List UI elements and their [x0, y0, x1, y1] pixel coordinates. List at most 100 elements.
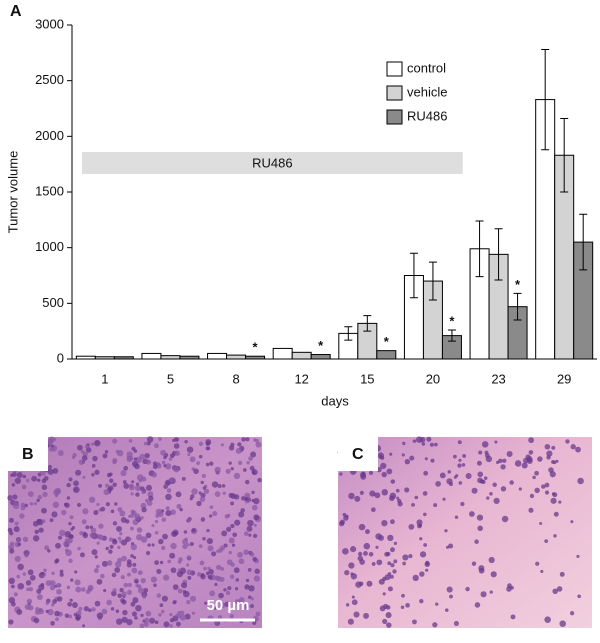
nucleus — [223, 588, 227, 592]
nucleus — [465, 586, 470, 592]
nucleus — [33, 617, 40, 624]
nucleus — [179, 507, 183, 512]
nucleus — [96, 541, 100, 545]
nucleus — [207, 574, 213, 580]
nucleus — [54, 559, 59, 564]
nucleus — [565, 439, 570, 444]
nucleus — [364, 529, 370, 535]
nucleus — [198, 491, 202, 495]
nucleus — [244, 531, 249, 536]
nucleus — [211, 481, 219, 488]
nucleus — [184, 439, 188, 444]
nucleus — [94, 555, 98, 559]
nucleus — [570, 444, 576, 450]
nucleus — [130, 492, 134, 496]
nucleus — [248, 533, 252, 537]
nucleus — [16, 609, 23, 615]
nucleus — [93, 510, 99, 516]
nucleus — [114, 567, 121, 573]
nucleus — [120, 575, 125, 580]
nucleus — [180, 610, 185, 615]
nucleus — [134, 515, 140, 521]
nucleus — [22, 474, 27, 479]
nucleus — [117, 545, 121, 550]
nucleus — [233, 567, 240, 574]
nucleus — [419, 571, 425, 577]
nucleus — [170, 567, 177, 574]
nucleus — [201, 473, 206, 479]
nucleus — [115, 449, 120, 454]
nucleus — [442, 497, 446, 501]
nucleus — [149, 617, 156, 624]
nucleus — [454, 515, 459, 519]
nucleus — [106, 599, 112, 606]
nucleus — [425, 568, 429, 572]
nucleus — [244, 584, 250, 590]
nucleus — [537, 456, 543, 462]
nucleus — [142, 594, 147, 599]
nucleus — [49, 585, 56, 591]
nucleus — [190, 494, 195, 499]
nucleus — [244, 605, 249, 610]
nucleus — [544, 616, 551, 623]
nucleus — [478, 567, 485, 574]
nucleus — [12, 502, 20, 510]
nucleus — [510, 614, 516, 620]
nucleus — [489, 590, 493, 594]
nucleus — [145, 532, 152, 539]
nucleus — [146, 500, 153, 506]
nucleus — [376, 559, 383, 566]
nucleus — [421, 442, 426, 446]
nucleus — [145, 484, 153, 491]
error-bar — [541, 48, 550, 151]
nucleus — [92, 455, 98, 462]
nucleus — [385, 612, 392, 619]
nucleus — [63, 540, 70, 548]
nucleus — [203, 488, 210, 494]
nucleus — [131, 480, 135, 484]
nucleus — [435, 602, 439, 606]
y-tick-label: 0 — [57, 350, 64, 365]
nucleus — [199, 560, 205, 566]
nucleus — [31, 475, 38, 482]
nucleus — [105, 546, 109, 551]
nucleus — [43, 568, 47, 573]
nucleus — [42, 491, 48, 498]
nucleus — [50, 444, 54, 448]
bar — [141, 352, 162, 360]
nucleus — [212, 511, 218, 517]
nucleus — [173, 443, 180, 449]
nucleus — [163, 455, 167, 460]
nucleus — [153, 583, 157, 587]
nucleus — [238, 511, 245, 518]
y-tick-label: 500 — [42, 295, 64, 310]
nucleus — [496, 460, 500, 465]
nucleus — [389, 452, 393, 456]
nucleus — [181, 476, 186, 481]
nucleus — [500, 464, 506, 470]
nucleus — [96, 564, 100, 569]
nucleus — [16, 538, 21, 543]
nucleus — [55, 542, 61, 549]
nucleus — [141, 489, 146, 495]
nucleus — [117, 593, 123, 599]
nucleus — [139, 623, 145, 629]
x-tick-label: 12 — [294, 371, 308, 386]
nucleus — [249, 552, 255, 557]
nucleus — [148, 495, 154, 501]
x-tick-label: 1 — [101, 371, 108, 386]
nucleus — [198, 544, 203, 548]
nucleus — [37, 494, 43, 500]
nucleus — [355, 581, 362, 588]
significance-marker: * — [449, 313, 455, 328]
nucleus — [59, 572, 64, 577]
bar — [94, 356, 115, 360]
nucleus — [457, 463, 462, 468]
nucleus — [347, 618, 354, 625]
nucleus — [468, 511, 475, 517]
nucleus — [25, 580, 32, 586]
nucleus — [77, 546, 81, 551]
nucleus — [191, 488, 198, 495]
nucleus — [422, 491, 428, 496]
